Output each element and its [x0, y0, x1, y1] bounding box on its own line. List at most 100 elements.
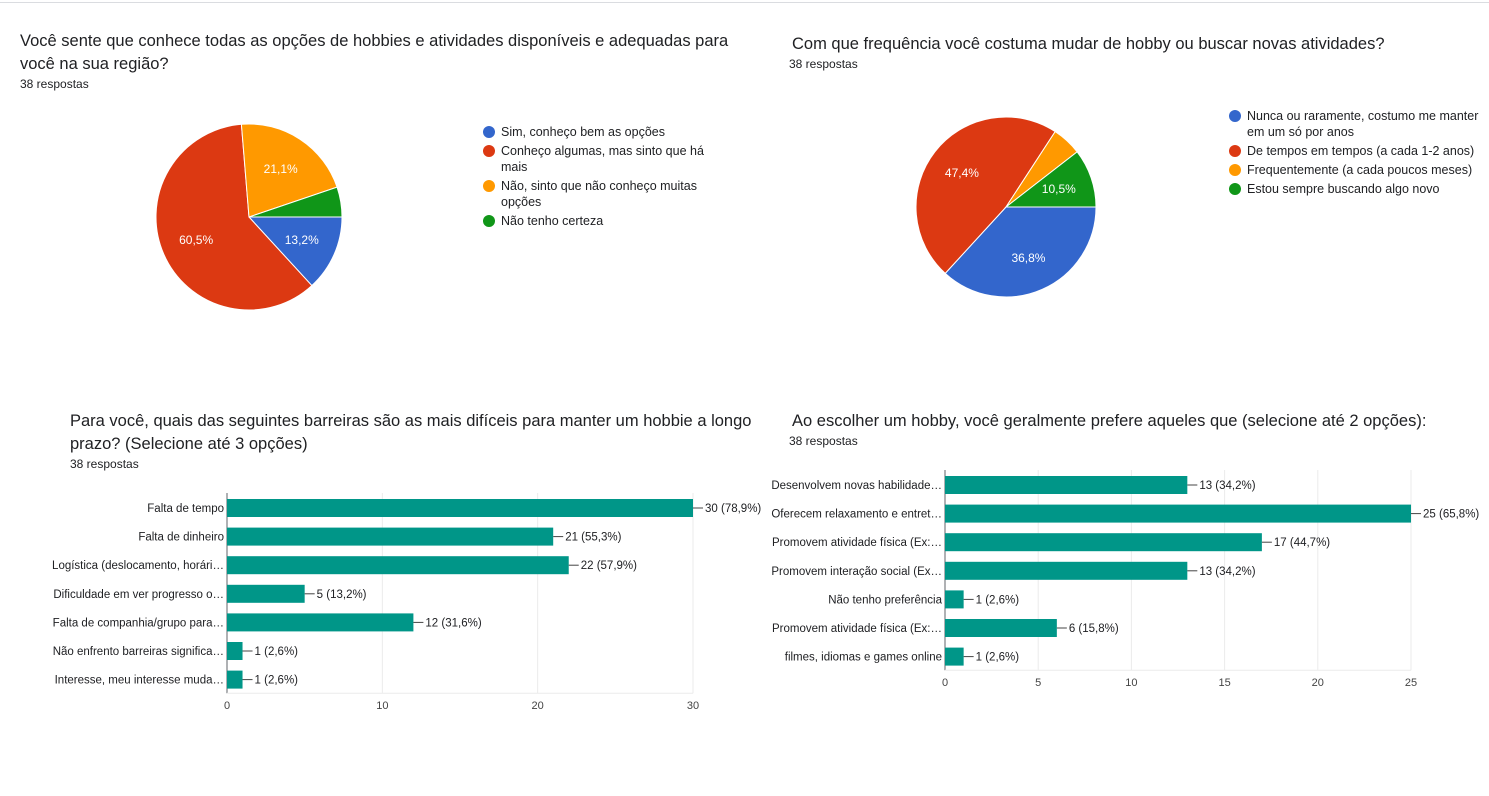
category-label: Oferecem relaxamento e entret… [771, 509, 942, 521]
bar [227, 584, 305, 603]
bar [227, 642, 243, 660]
legend-swatch [1229, 164, 1241, 176]
x-tick-label: 10 [1125, 677, 1137, 689]
legend-item: Estou sempre buscando algo novo [1229, 181, 1479, 197]
category-label: Falta de companhia/grupo para… [53, 617, 224, 629]
legend-item: Não, sinto que não conheço muitas opções [483, 178, 723, 210]
category-label: Promovem atividade física (Ex:… [772, 623, 942, 635]
legend-knowledge: Sim, conheço bem as opções Conheço alguma… [483, 124, 723, 232]
category-label: filmes, idiomas e games online [785, 652, 942, 664]
pie-slice-1 [915, 116, 1056, 275]
category-label: Não enfrento barreiras significa… [53, 646, 224, 658]
legend-item: Sim, conheço bem as opções [483, 124, 723, 140]
legend-item: Nunca ou raramente, costumo me manter em… [1229, 108, 1479, 140]
response-count: 38 respostas [789, 57, 858, 71]
bar-value-label: 30 (78,9%) [705, 503, 761, 515]
pie-slice-label: 47,4% [945, 166, 979, 180]
x-tick-label: 25 [1405, 677, 1417, 689]
bar-value-label: 21 (55,3%) [565, 532, 621, 544]
x-tick-label: 5 [1035, 677, 1041, 689]
bar-panel-preferences: Ao escolher um hobby, você geralmente pr… [789, 410, 1482, 448]
bar-value-label: 13 (34,2%) [1199, 480, 1255, 492]
bar-value-label: 1 (2,6%) [976, 594, 1020, 606]
chart-title: Para você, quais das seguintes barreiras… [70, 412, 752, 453]
chart-title: Com que frequência você costuma mudar de… [792, 35, 1385, 53]
bar [227, 613, 414, 632]
pie-slice-0 [247, 216, 343, 287]
legend-label: Não, sinto que não conheço muitas opções [501, 179, 697, 209]
bar [227, 670, 243, 689]
response-count: 38 respostas [789, 434, 858, 448]
bar-value-label: 1 (2,6%) [255, 646, 299, 658]
category-label: Logística (deslocamento, horári… [52, 560, 224, 572]
bar-panel-barriers: Para você, quais das seguintes barreiras… [70, 410, 760, 471]
bar-value-label: 1 (2,6%) [255, 675, 299, 687]
bar-value-label: 13 (34,2%) [1199, 566, 1255, 578]
bar-value-label: 22 (57,9%) [581, 560, 637, 572]
pie-slice-label: 21,1% [264, 162, 298, 176]
legend-swatch [1229, 183, 1241, 195]
pie-slice-3 [248, 186, 343, 218]
legend-label: Sim, conheço bem as opções [501, 125, 665, 139]
legend-swatch [483, 180, 495, 192]
bar-value-label: 12 (31,6%) [425, 617, 481, 629]
category-label: Promovem interação social (Ex… [771, 566, 942, 578]
legend-label: Estou sempre buscando algo novo [1247, 182, 1440, 196]
legend-label: Nunca ou raramente, costumo me manter em… [1247, 109, 1479, 139]
bar [227, 527, 554, 546]
legend-swatch [483, 145, 495, 157]
bar-value-label: 5 (13,2%) [317, 589, 367, 601]
category-label: Falta de dinheiro [138, 532, 224, 544]
top-divider [0, 2, 1489, 3]
bar [945, 504, 1411, 523]
bar-chart-barriers: 0 10 20 30 Falta de tempo 30 (78,9%) Falta de … [52, 493, 761, 712]
bar-value-label: 17 (44,7%) [1274, 537, 1330, 549]
pie-slice-label: 13,2% [285, 233, 319, 247]
pie-slice-2 [240, 123, 338, 218]
legend-swatch [1229, 145, 1241, 157]
legend-item: Não tenho certeza [483, 213, 723, 229]
bar-value-label: 25 (65,8%) [1423, 509, 1479, 521]
legend-swatch [483, 215, 495, 227]
legend-item: Frequentemente (a cada poucos meses) [1229, 162, 1479, 178]
bar [945, 476, 1188, 494]
legend-item: Conheço algumas, mas sinto que há mais [483, 143, 723, 175]
pie-slice-label: 60,5% [179, 233, 213, 247]
x-tick-label: 20 [1312, 677, 1324, 689]
x-tick-label: 10 [376, 700, 388, 712]
bar [945, 561, 1188, 580]
x-tick-label: 15 [1218, 677, 1230, 689]
bar [227, 499, 693, 517]
bar [945, 647, 964, 666]
x-tick-label: 0 [224, 700, 230, 712]
pie-slice-1 [155, 123, 313, 311]
legend-label: De tempos em tempos (a cada 1-2 anos) [1247, 144, 1475, 158]
legend-label: Frequentemente (a cada poucos meses) [1247, 163, 1473, 177]
x-tick-label: 0 [942, 677, 948, 689]
category-label: Dificuldade em ver progresso o… [53, 589, 224, 601]
bar [945, 619, 1057, 637]
bar [945, 590, 964, 609]
legend-label: Não tenho certeza [501, 214, 604, 228]
pie-panel-knowledge: Você sente que conhece todas as opções d… [20, 30, 760, 91]
category-label: Falta de tempo [147, 503, 224, 515]
bar-value-label: 1 (2,6%) [976, 652, 1020, 664]
pie-panel-frequency: Com que frequência você costuma mudar de… [789, 33, 1472, 71]
legend-frequency: Nunca ou raramente, costumo me manter em… [1229, 108, 1479, 200]
chart-title: Ao escolher um hobby, você geralmente pr… [792, 412, 1427, 430]
legend-swatch [1229, 110, 1241, 122]
x-tick-label: 20 [532, 700, 544, 712]
pie-slice-0 [944, 206, 1097, 298]
legend-label: Conheço algumas, mas sinto que há mais [501, 144, 704, 174]
pie-slice-label: 36,8% [1011, 251, 1045, 265]
bar-value-label: 6 (15,8%) [1069, 623, 1119, 635]
x-tick-label: 30 [687, 700, 699, 712]
category-label: Interesse, meu interesse muda… [55, 675, 224, 687]
legend-item: De tempos em tempos (a cada 1-2 anos) [1229, 143, 1479, 159]
pie-slice-label: 10,5% [1042, 182, 1076, 196]
chart-title: Você sente que conhece todas as opções d… [20, 32, 729, 73]
bar-chart-preferences: 0 5 10 15 20 25 Desenvolvem novas habilidade… 1… [771, 470, 1479, 689]
response-count: 38 respostas [70, 457, 139, 471]
bar [227, 556, 569, 575]
pie-slice-3 [1004, 151, 1097, 208]
